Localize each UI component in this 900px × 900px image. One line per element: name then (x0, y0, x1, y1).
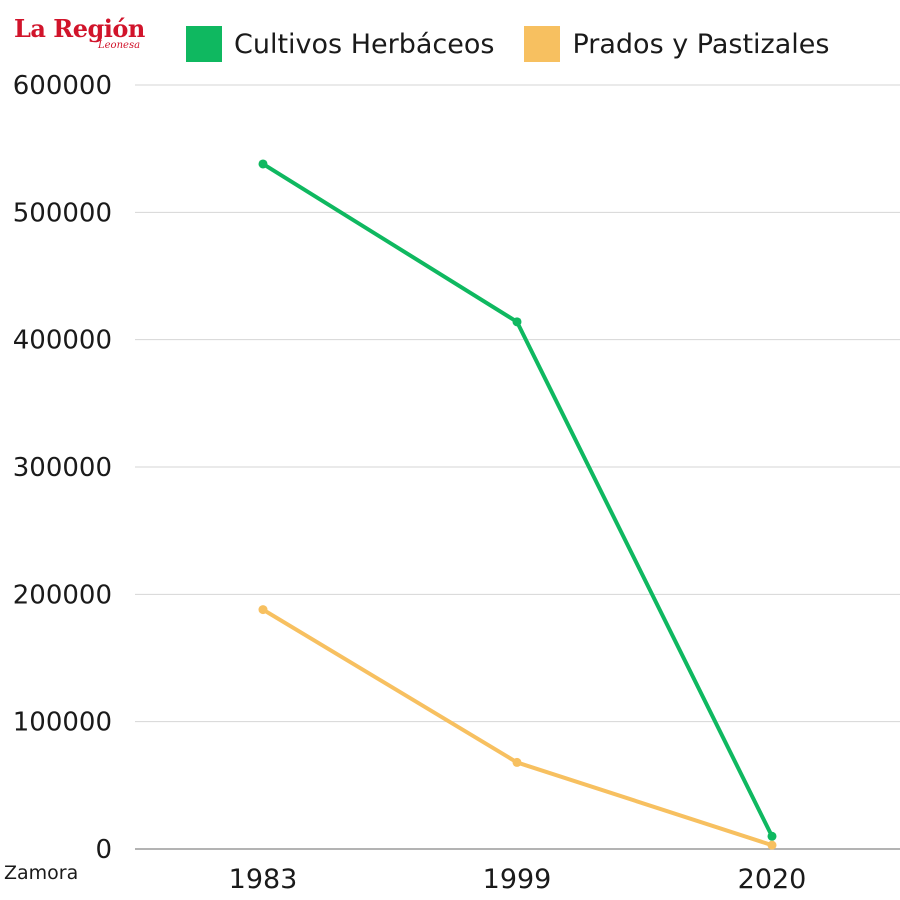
data-point-prados-1983 (258, 605, 268, 615)
logo-sub-text: Leonesa (98, 40, 141, 51)
chart-legend: Cultivos Herbáceos Prados y Pastizales (186, 26, 859, 62)
x-tick-label: 1983 (229, 864, 298, 895)
y-tick-label: 200000 (13, 580, 112, 610)
y-tick-label: 300000 (13, 453, 112, 483)
y-tick-label: 400000 (13, 326, 112, 356)
series-line-cultivos (261, 161, 774, 839)
data-point-prados-1999 (512, 757, 522, 767)
series-line-prados (261, 607, 774, 848)
legend-swatch-prados (524, 26, 561, 62)
legend-label-cultivos: Cultivos Herbáceos (234, 28, 495, 60)
legend-label-prados: Prados y Pastizales (572, 28, 830, 60)
data-point-cultivos-2020 (767, 831, 777, 841)
region-label: Zamora (4, 862, 79, 884)
x-tick-label: 2020 (738, 864, 807, 895)
x-tick-label: 1999 (483, 864, 552, 895)
data-point-cultivos-1999 (512, 317, 522, 327)
y-tick-label: 500000 (13, 198, 112, 228)
logo-main-text: La Región (14, 14, 145, 43)
data-point-cultivos-1983 (258, 159, 268, 169)
legend-item-cultivos: Cultivos Herbáceos (186, 26, 494, 62)
newspaper-logo: La Región Leonesa (14, 14, 145, 60)
legend-item-prados: Prados y Pastizales (524, 26, 829, 62)
data-point-prados-2020 (767, 840, 777, 850)
y-tick-label: 100000 (13, 708, 112, 738)
y-tick-label: 0 (95, 835, 112, 865)
y-tick-label: 600000 (13, 71, 112, 101)
legend-swatch-cultivos (186, 26, 222, 62)
